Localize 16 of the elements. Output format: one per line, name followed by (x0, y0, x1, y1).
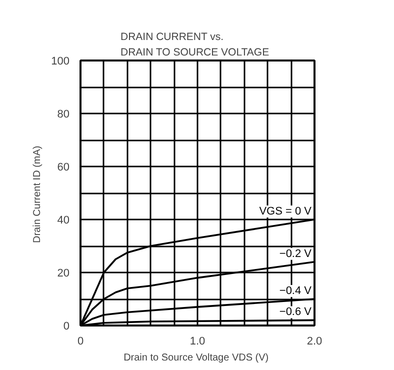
y-tick-label: 40 (57, 214, 70, 226)
y-tick-label: 60 (57, 162, 70, 174)
x-axis-title: Drain to Source Voltage VDS (V) (124, 352, 269, 364)
y-axis-title: Drain Current ID (mA) (32, 146, 44, 244)
y-tick-label: 20 (57, 268, 70, 280)
chart-title: DRAIN CURRENT vs. DRAIN TO SOURCE VOLTAGE (120, 30, 270, 58)
x-tick-label: 1.0 (190, 336, 206, 348)
x-tick-label: 0 (77, 336, 84, 348)
x-tick-label: 2.0 (306, 336, 322, 348)
series-label: −0.6 V (279, 306, 312, 318)
y-tick-label: 80 (57, 108, 70, 120)
series-label: −0.2 V (279, 248, 312, 260)
y-tick-label: 100 (51, 56, 70, 68)
y-tick-label: 0 (63, 320, 70, 332)
series-label: VGS = 0 V (259, 206, 312, 218)
series-label: −0.4 V (279, 285, 312, 297)
